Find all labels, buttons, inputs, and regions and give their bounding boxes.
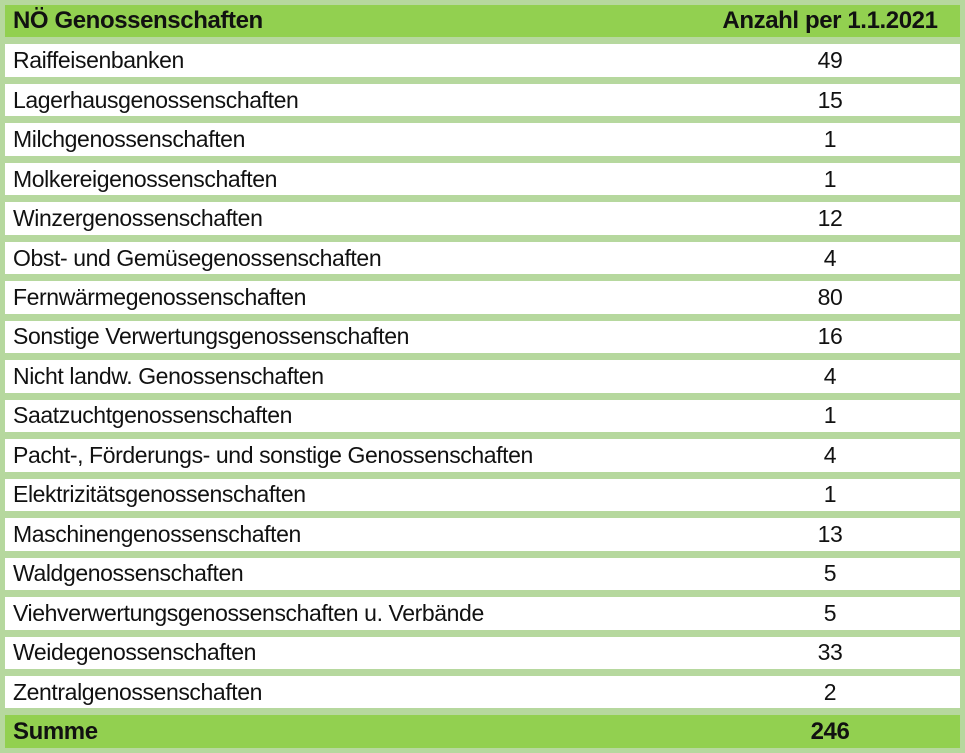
table-row: Pacht-, Förderungs- und sonstige Genosse… — [5, 439, 960, 472]
table-row: Lagerhausgenossenschaften 15 — [5, 83, 960, 117]
row-label: Saatzuchtgenossenschaften — [13, 402, 292, 429]
table-row: Sonstige Verwertungsgenossenschaften 16 — [5, 320, 960, 354]
row-label: Weidegenossenschaften — [13, 639, 257, 666]
row-value: 15 — [817, 86, 843, 113]
table-row: Fernwärmegenossenschaften 80 — [5, 281, 960, 314]
row-value: 1 — [823, 402, 837, 429]
total-label: Summe — [13, 717, 98, 745]
row-label: Viehverwertungsgenossenschaften u. Verbä… — [13, 599, 484, 626]
row-label: Winzergenossenschaften — [13, 205, 263, 232]
row-value: 33 — [817, 639, 843, 666]
table-row: Viehverwertungsgenossenschaften u. Verbä… — [5, 597, 960, 630]
table-row: Elektrizitätsgenossenschaften 1 — [5, 478, 960, 512]
table-row: Weidegenossenschaften 33 — [5, 636, 960, 669]
row-label: Molkereigenossenschaften — [13, 165, 278, 192]
table-row: Milchgenossenschaften 1 — [5, 123, 960, 156]
row-value: 5 — [823, 599, 837, 626]
row-label: Milchgenossenschaften — [13, 126, 245, 153]
table-row: Obst- und Gemüsegenossenschaften 4 — [5, 241, 960, 275]
table-row: Raiffeisenbanken 49 — [5, 44, 960, 77]
row-label: Elektrizitätsgenossenschaften — [13, 481, 306, 508]
row-label: Zentralgenossenschaften — [13, 678, 263, 705]
row-value: 4 — [823, 244, 837, 271]
row-label: Maschinengenossenschaften — [13, 520, 301, 547]
table-row: Nicht landw. Genossenschaften 4 — [5, 360, 960, 393]
table-total-row: Summe 246 — [5, 715, 960, 748]
row-value: 2 — [823, 678, 837, 705]
table-row: Saatzuchtgenossenschaften 1 — [5, 399, 960, 433]
total-value: 246 — [810, 717, 850, 745]
table-row: Molkereigenossenschaften 1 — [5, 162, 960, 196]
row-value: 80 — [817, 284, 843, 311]
table-header-row: NÖ Genossenschaften Anzahl per 1.1.2021 — [5, 5, 960, 38]
table-row: Maschinengenossenschaften 13 — [5, 518, 960, 551]
header-count-label: Anzahl per 1.1.2021 — [722, 7, 938, 35]
row-value: 12 — [817, 205, 843, 232]
row-value: 1 — [823, 165, 837, 192]
table-row: Zentralgenossenschaften 2 — [5, 675, 960, 709]
table-row: Winzergenossenschaften 12 — [5, 202, 960, 235]
header-title: NÖ Genossenschaften — [13, 7, 263, 35]
row-label: Sonstige Verwertungsgenossenschaften — [13, 323, 410, 350]
row-label: Lagerhausgenossenschaften — [13, 86, 299, 113]
row-label: Fernwärmegenossenschaften — [13, 284, 306, 311]
row-label: Nicht landw. Genossenschaften — [13, 362, 324, 389]
row-value: 49 — [817, 47, 843, 74]
row-value: 13 — [817, 520, 843, 547]
row-value: 1 — [823, 126, 837, 153]
row-value: 1 — [823, 481, 837, 508]
row-label: Waldgenossenschaften — [13, 560, 244, 587]
row-value: 4 — [823, 362, 837, 389]
row-label: Pacht-, Förderungs- und sonstige Genosse… — [13, 441, 533, 468]
row-label: Raiffeisenbanken — [13, 47, 184, 74]
row-value: 4 — [823, 441, 837, 468]
row-value: 5 — [823, 560, 837, 587]
row-value: 16 — [817, 323, 843, 350]
table-row: Waldgenossenschaften 5 — [5, 557, 960, 591]
row-label: Obst- und Gemüsegenossenschaften — [13, 244, 382, 271]
